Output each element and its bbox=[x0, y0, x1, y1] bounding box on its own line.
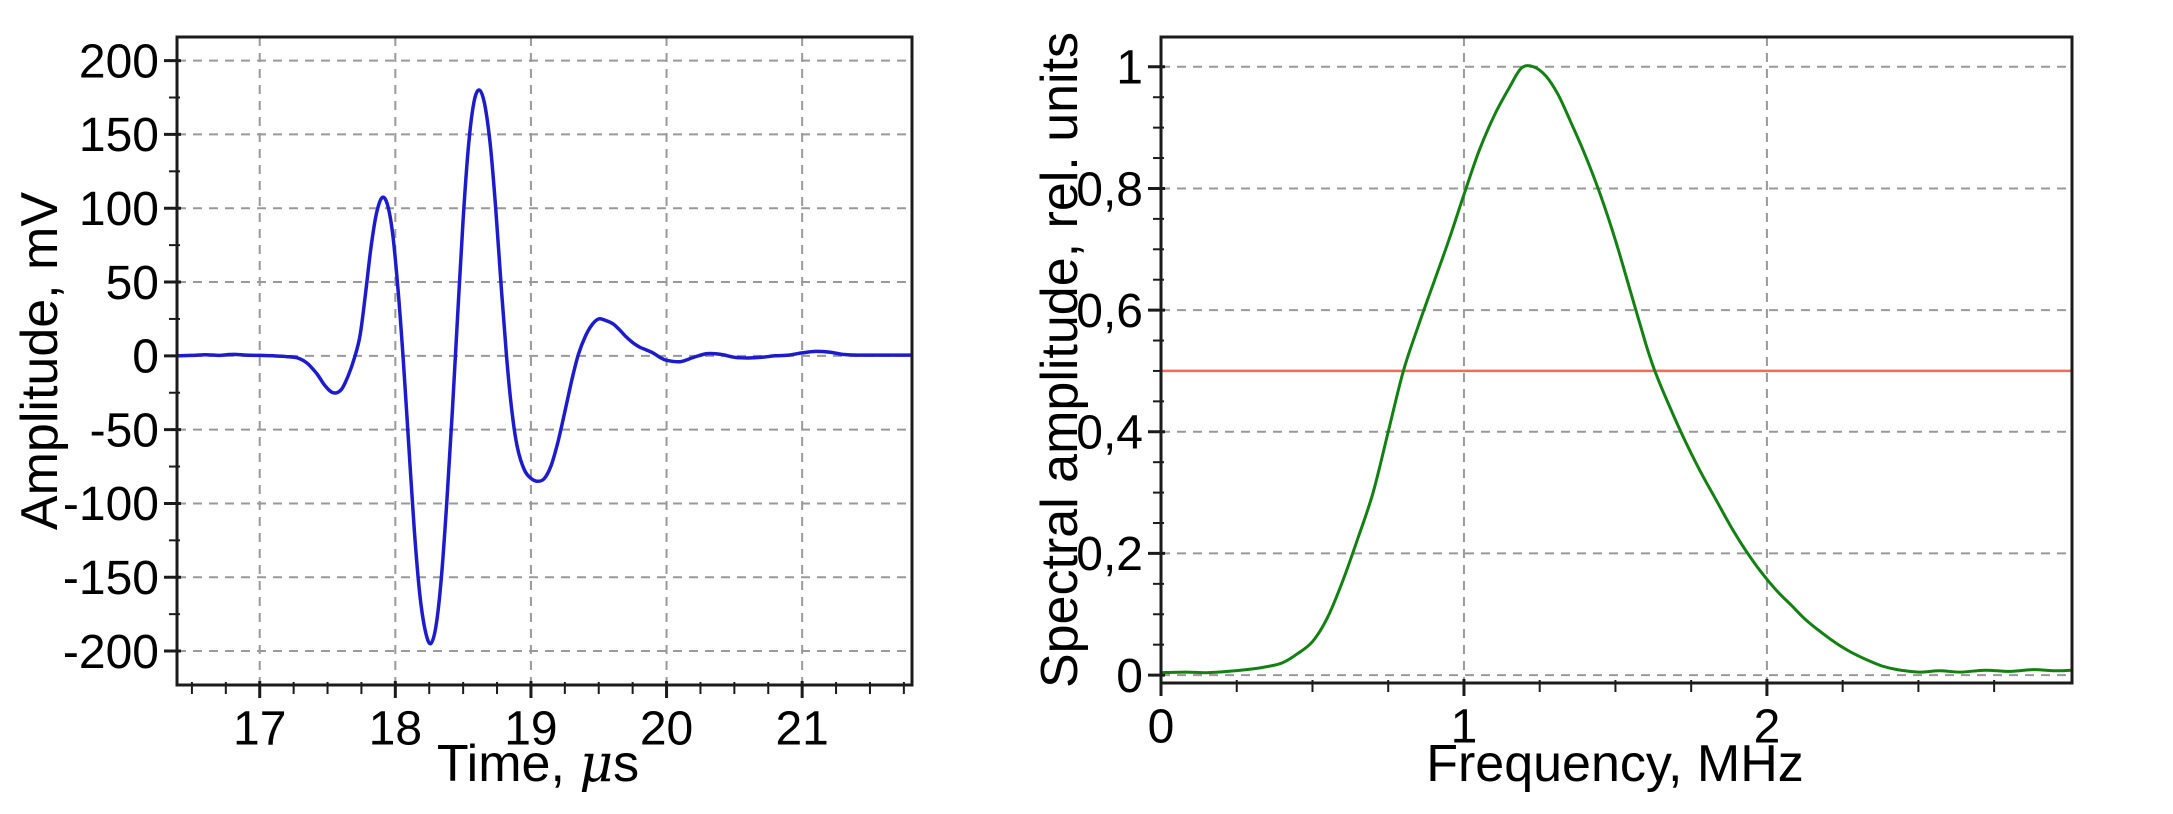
plot-frame bbox=[1159, 35, 2074, 685]
x-tick-label: 0 bbox=[1148, 701, 1175, 754]
y-tick-label: 0 bbox=[1116, 650, 1143, 703]
spectrum-panel: 0 1 2 1 0,8 0,6 0,4 0,2 0 Spectral amplitude, re… bbox=[990, 0, 2173, 814]
ultrasonic-echo-pulse-curve bbox=[177, 88, 912, 646]
y-tick-label: 0,4 bbox=[1076, 407, 1143, 460]
y-tick-label: 150 bbox=[79, 109, 159, 162]
spectrum-y-axis-title: Spectral amplitude, rel. units bbox=[1031, 31, 1089, 689]
y-tick-label: 100 bbox=[79, 183, 159, 236]
x-tick-label: 2 bbox=[1754, 701, 1781, 754]
y-tick-label: -200 bbox=[63, 626, 159, 679]
x-tick-label: 18 bbox=[369, 703, 422, 756]
plot-frame bbox=[175, 35, 914, 687]
normalized-pulse-spectrum-curve bbox=[1161, 64, 2072, 675]
y-tick-label: 50 bbox=[106, 257, 159, 310]
y-tick-label: -50 bbox=[90, 404, 159, 457]
waveform-panel: 17 18 19 20 21 200 150 100 50 0 -50 -100 -150 -200 Am… bbox=[0, 0, 960, 814]
y-tick-label: 0 bbox=[132, 331, 159, 384]
y-tick-label: 200 bbox=[79, 35, 159, 88]
x-tick-label: 20 bbox=[640, 703, 693, 756]
y-tick-label: 0,2 bbox=[1076, 528, 1143, 581]
y-tick-label: 0,6 bbox=[1076, 285, 1143, 338]
y-tick-label: -100 bbox=[63, 478, 159, 531]
waveform-chart: 17 18 19 20 21 200 150 100 50 0 -50 -100 -150 -200 bbox=[63, 35, 914, 756]
x-tick-label: 1 bbox=[1451, 701, 1478, 754]
x-tick-label: 21 bbox=[775, 703, 828, 756]
x-tick-label: 17 bbox=[233, 703, 286, 756]
y-tick-label: 0,8 bbox=[1076, 163, 1143, 216]
waveform-y-axis-title: Amplitude, mV bbox=[11, 191, 69, 531]
spectrum-chart: 0 1 2 1 0,8 0,6 0,4 0,2 0 bbox=[1076, 35, 2074, 754]
x-tick-label: 19 bbox=[504, 703, 557, 756]
time-label-prefix: Time, bbox=[436, 735, 580, 793]
y-tick-label: -150 bbox=[63, 552, 159, 605]
mu-symbol: μ bbox=[579, 734, 614, 794]
y-tick-label: 1 bbox=[1116, 42, 1143, 95]
spectrum-x-axis-title: Frequency, MHz bbox=[1426, 735, 1804, 793]
time-label-suffix: s bbox=[613, 735, 640, 793]
waveform-x-axis-title: Time, μs bbox=[437, 738, 639, 790]
